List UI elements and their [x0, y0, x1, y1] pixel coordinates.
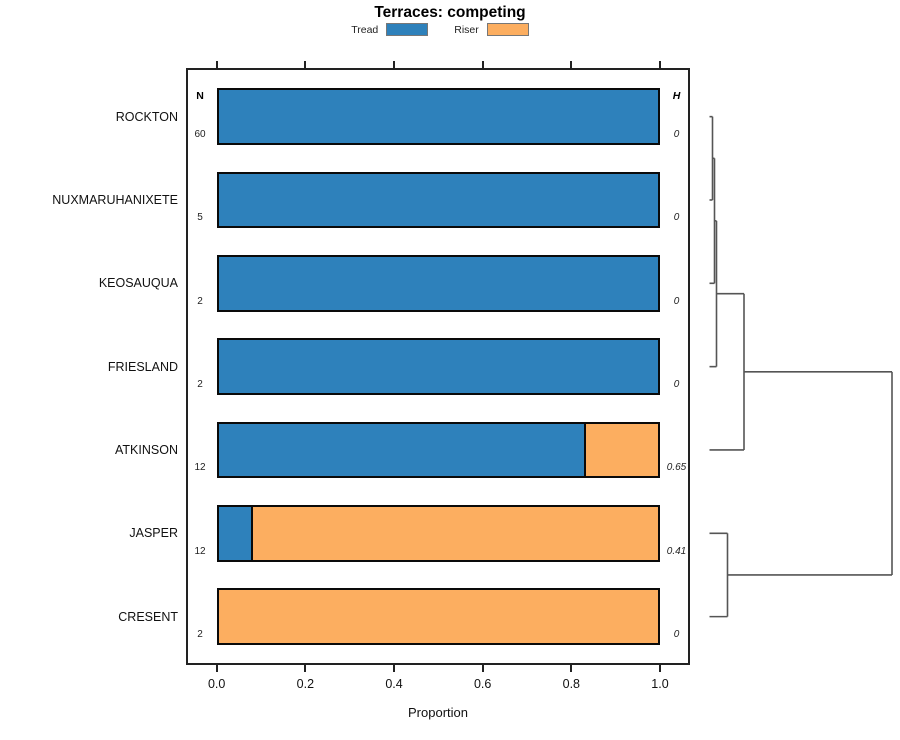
legend-item-tread: Tread [351, 23, 429, 36]
x-tick-label: 0.8 [562, 677, 581, 691]
h-value: 0 [673, 129, 680, 140]
x-tick-label: 0.2 [296, 677, 315, 691]
h-value: 0 [673, 295, 680, 307]
h-value: 0 [673, 212, 680, 224]
n-value: 12 [194, 462, 206, 474]
category-label: NUXMARUHANIXETE [52, 192, 178, 207]
h-value: 0.41 [666, 545, 687, 557]
x-tick-label: 0.0 [207, 677, 226, 691]
bar-segment-tread [216, 254, 660, 312]
legend-label: Tread [351, 23, 379, 36]
page-title: Terraces: competing [374, 4, 526, 21]
h-value: 0.65 [666, 462, 687, 474]
category-label: ATKINSON [115, 442, 178, 457]
x-axis-tick [481, 61, 484, 68]
n-column-header: N [196, 90, 204, 102]
n-value: 2 [197, 295, 203, 307]
bar-segment-tread [216, 421, 586, 479]
x-axis-tick [304, 665, 307, 672]
x-axis-tick [659, 61, 661, 68]
x-axis-tick [215, 61, 218, 68]
h-value: 0 [673, 378, 680, 390]
x-axis-tick [570, 61, 573, 68]
category-label: KEOSAUQUA [98, 276, 178, 291]
legend: Tread Riser [0, 23, 880, 36]
x-axis-tick [570, 665, 573, 672]
x-tick-label: 1.0 [651, 677, 669, 691]
x-axis-tick [659, 665, 661, 672]
bar-segment-riser [583, 421, 660, 479]
bar-segment-tread [216, 88, 660, 145]
x-tick-label: 0.4 [385, 677, 403, 691]
x-axis-tick [304, 61, 307, 68]
x-axis-tick [393, 61, 396, 68]
n-value: 60 [194, 129, 206, 140]
h-value: 0 [673, 628, 680, 640]
category-label: CRESENT [118, 609, 178, 624]
n-value: 2 [197, 628, 203, 640]
x-axis-tick [215, 665, 218, 672]
x-axis-label: Proportion [408, 705, 468, 720]
bar-segment-tread [216, 504, 254, 562]
n-value: 5 [197, 212, 203, 224]
bar-segment-tread [216, 171, 660, 229]
bar-segment-tread [216, 338, 660, 395]
legend-label: Riser [454, 23, 479, 36]
bar-segment-riser [251, 504, 660, 562]
category-label: JASPER [129, 526, 178, 541]
x-tick-label: 0.6 [473, 677, 492, 691]
n-value: 2 [197, 378, 203, 390]
bar-segment-riser [216, 588, 660, 645]
legend-swatch-riser [486, 23, 529, 36]
legend-swatch-tread [386, 23, 429, 36]
x-axis-tick [481, 665, 484, 672]
n-value: 12 [194, 545, 206, 557]
category-label: FRIESLAND [107, 359, 178, 374]
h-column-header: H [672, 90, 681, 102]
plot-area [186, 68, 690, 665]
legend-item-riser: Riser [454, 23, 529, 36]
x-axis-tick [393, 665, 396, 672]
category-label: ROCKTON [115, 109, 178, 124]
